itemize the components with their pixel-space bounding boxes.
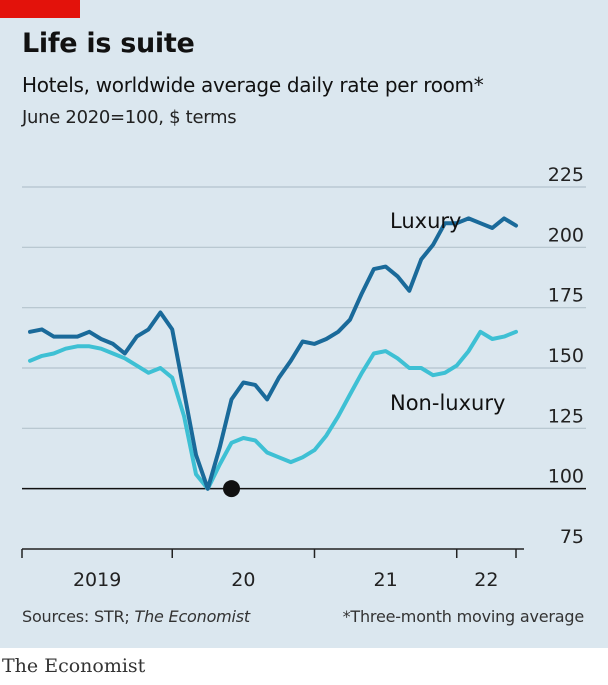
brand-red-tag [0, 0, 80, 18]
chart-title: Life is suite [22, 28, 195, 59]
line-chart: 75 100 125 150 175 200 225 2019 20 21 22 Luxury No… [21, 164, 586, 591]
source-italic: The Economist [134, 607, 251, 626]
series-label-non-luxury: Non-luxury [390, 391, 505, 415]
x-axis: 2019 20 21 22 [21, 548, 524, 591]
series-label-luxury: Luxury [390, 209, 461, 233]
chart-panel [0, 0, 608, 648]
baseline-marker-dot [223, 480, 241, 498]
x-tick-label: 20 [231, 569, 255, 591]
y-tick-label: 75 [560, 526, 584, 548]
source-note: Sources: STR; The Economist [22, 607, 250, 626]
series-labels: Luxury Non-luxury [390, 209, 505, 415]
y-tick-labels: 75 100 125 150 175 200 225 [548, 164, 584, 548]
footnote: *Three-month moving average [342, 607, 585, 626]
grid-lines [22, 186, 586, 490]
x-tick-label: 21 [374, 569, 398, 591]
chart-subtitle: Hotels, worldwide average daily rate per… [22, 73, 484, 97]
series-lines [28, 216, 518, 491]
y-tick-label: 175 [548, 285, 584, 307]
y-tick-label: 150 [548, 345, 584, 367]
chart-units: June 2020=100, $ terms [22, 107, 237, 128]
baseline-marker [223, 480, 241, 498]
x-tick-label: 22 [474, 569, 498, 591]
x-tick-label: 2019 [73, 569, 121, 591]
series-line-non-luxury [28, 329, 518, 491]
series-line-luxury [28, 216, 518, 491]
y-tick-label: 225 [548, 164, 584, 186]
source-prefix: Sources: STR; [22, 607, 135, 626]
y-tick-label: 125 [548, 405, 584, 427]
y-tick-label: 100 [548, 466, 584, 488]
y-tick-label: 200 [548, 224, 584, 246]
brand-logo-text: The Economist [2, 655, 146, 677]
